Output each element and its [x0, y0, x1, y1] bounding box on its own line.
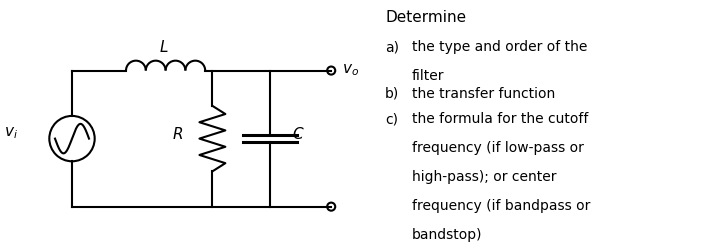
Text: $C$: $C$ [292, 125, 304, 142]
Text: a): a) [385, 40, 399, 54]
Text: filter: filter [412, 69, 444, 83]
Text: Determine: Determine [385, 10, 467, 25]
Text: c): c) [385, 112, 398, 126]
Text: high-pass); or center: high-pass); or center [412, 170, 557, 184]
Text: frequency (if low-pass or: frequency (if low-pass or [412, 141, 584, 155]
Text: $v_i$: $v_i$ [4, 126, 17, 141]
Text: the type and order of the: the type and order of the [412, 40, 588, 54]
Text: the transfer function: the transfer function [412, 87, 555, 101]
Text: the formula for the cutoff: the formula for the cutoff [412, 112, 588, 126]
Text: $R$: $R$ [173, 125, 184, 142]
Text: frequency (if bandpass or: frequency (if bandpass or [412, 199, 590, 213]
Text: $L$: $L$ [159, 40, 169, 55]
Text: $v_o$: $v_o$ [342, 63, 359, 78]
Text: bandstop): bandstop) [412, 228, 482, 242]
Text: b): b) [385, 87, 400, 101]
